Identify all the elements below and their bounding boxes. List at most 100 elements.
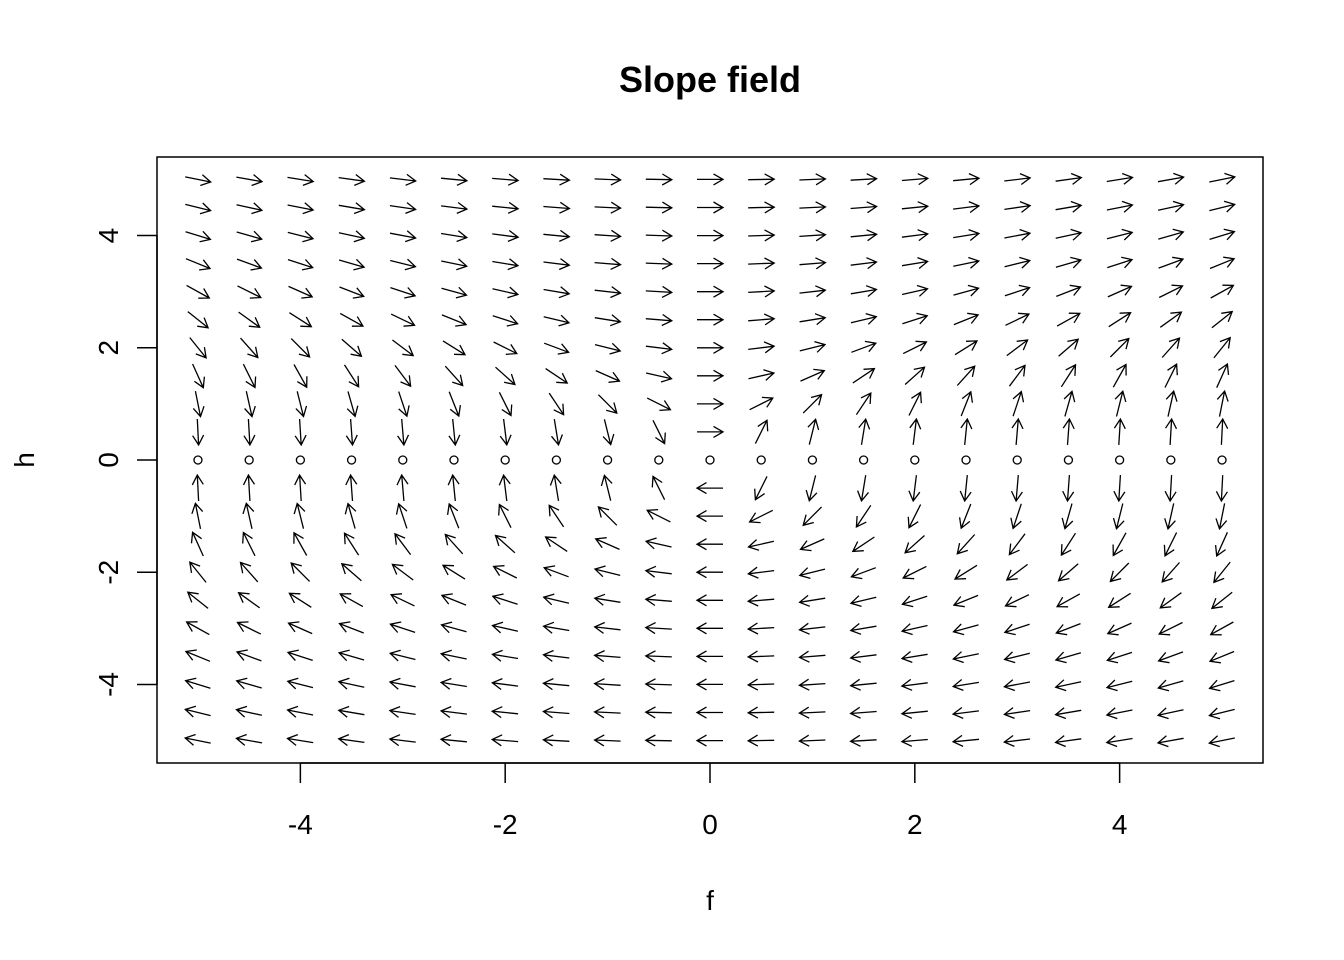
field-arrow [492,173,520,186]
field-arrow [1106,228,1134,241]
field-arrow [492,565,518,579]
field-arrow [1216,389,1229,417]
field-arrow [748,341,776,354]
field-arrow [594,201,622,214]
field-arrow [1208,735,1235,748]
field-arrow [237,591,261,609]
field-arrow [799,257,827,270]
field-arrow [338,230,366,243]
field-arrow [1215,475,1228,503]
field-arrow [1054,651,1082,664]
field-arrow [798,734,826,747]
field-arrow [1010,503,1022,530]
field-arrow [491,677,519,691]
field-arrow [235,649,262,662]
field-arrow [858,455,869,465]
x-axis: -4 -2 0 2 4 [288,762,1127,840]
field-arrow [746,678,775,691]
field-arrow [1217,455,1227,465]
field-arrow [594,257,622,270]
field-arrow [441,286,468,299]
field-arrow [440,593,467,606]
field-arrow [594,229,622,242]
field-arrow [953,201,981,214]
field-arrow [236,621,262,635]
field-arrow [904,535,925,554]
field-arrow [235,705,263,718]
field-arrow [1056,284,1082,298]
field-arrow [388,705,416,718]
field-arrow [1055,228,1083,241]
field-arrow [542,706,570,719]
field-arrow [287,230,315,243]
field-arrow [852,367,876,384]
field-arrow [1106,200,1134,213]
field-arrow [389,202,417,215]
field-arrow [1214,532,1228,558]
field-arrow [900,623,928,636]
field-arrow [288,592,312,608]
field-arrow [449,455,459,465]
field-arrow [748,509,774,524]
field-arrow [1113,417,1126,445]
y-axis-label: h [9,452,40,468]
field-arrow [951,706,979,719]
field-arrow [346,391,359,418]
field-arrow [1158,256,1185,269]
field-arrow [901,256,929,270]
field-arrow [645,342,673,355]
field-arrow [960,417,973,445]
field-arrow [1158,284,1184,299]
field-arrow [491,593,518,605]
field-arrow [1109,337,1130,358]
field-arrow [800,368,826,382]
field-arrow [1108,311,1132,328]
field-arrow [287,174,315,187]
field-arrow [186,284,211,299]
field-arrow [593,678,621,691]
field-arrow [1010,475,1023,503]
field-arrow [545,368,569,384]
field-arrow [498,392,513,417]
field-arrow [602,455,613,465]
field-arrow [344,502,357,529]
field-arrow [855,392,872,416]
field-arrow [695,594,723,607]
field-arrow [444,365,464,387]
y-tick-label: 2 [93,340,124,356]
field-arrow [697,369,725,382]
field-arrow [644,650,672,663]
field-arrow [441,201,469,214]
field-arrow [1055,200,1083,213]
field-arrow [746,706,775,719]
field-arrow [1003,679,1031,692]
field-arrow [855,504,872,528]
field-arrow [492,286,520,299]
field-arrow [184,677,211,690]
field-arrow [242,473,256,502]
field-arrow [1211,310,1234,329]
field-arrow [901,284,929,297]
field-arrow [389,621,416,634]
field-arrow [1105,707,1133,720]
field-arrow [645,285,674,298]
field-arrow [802,506,823,527]
field-arrow [1058,338,1080,357]
field-arrow [185,258,212,271]
field-arrow [343,532,360,556]
field-arrow [1112,532,1127,557]
field-arrow [851,340,878,353]
field-arrow [244,391,256,418]
field-arrow [953,312,980,326]
field-arrow [849,734,877,747]
field-arrow [849,650,877,663]
field-arrow [1159,311,1183,328]
field-arrow [1156,735,1184,748]
field-arrow [185,174,212,187]
field-arrow [295,455,306,465]
field-arrow [953,173,981,186]
field-arrow [338,258,366,271]
field-arrow [286,677,314,690]
vector-field [183,172,1237,748]
field-arrow [644,622,672,635]
